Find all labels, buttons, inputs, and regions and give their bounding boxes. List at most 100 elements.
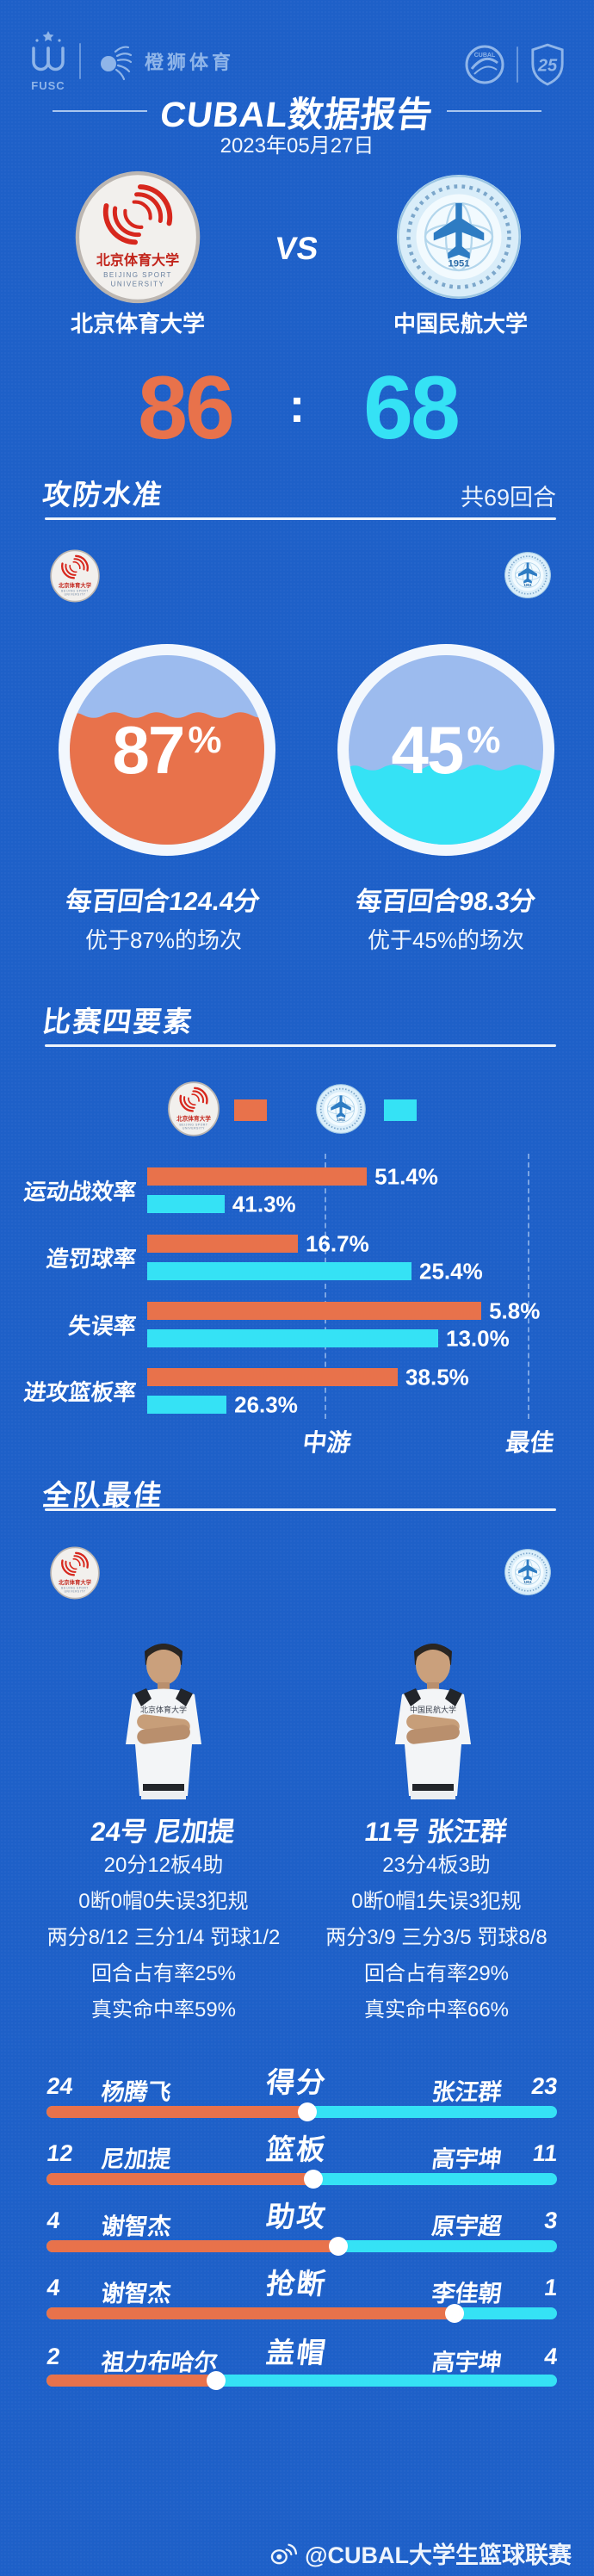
leader-bar-knob [207, 2371, 226, 2390]
away-team-emblem-small [504, 1548, 552, 1596]
away-player-statline: 两分3/9 三分3/5 罚球8/8 [325, 1926, 548, 1949]
factor-track: 5.8% 13.0% [147, 1297, 540, 1351]
home-percentile: 87% [112, 711, 222, 788]
away-bar: 13.0% [147, 1325, 510, 1351]
weibo-icon [269, 2542, 297, 2566]
header-partner-logos: 橙狮体育 [28, 29, 234, 93]
report-title-row: CUBAL数据报告 [0, 85, 594, 137]
legend-away-swatch [384, 1099, 417, 1121]
gridline-mid [325, 1154, 326, 1419]
wave-edge [70, 712, 264, 721]
legend-home-emblem [167, 1081, 220, 1136]
gridline-best [528, 1154, 529, 1419]
leader-bar-home-fill [46, 2170, 323, 2189]
leader-away: 高宇坤 11 [430, 2140, 560, 2172]
axis-label-best: 最佳 [504, 1429, 556, 1456]
factor-row: 进攻篮板率 38.5% 26.3% [0, 1364, 594, 1417]
weibo-handle: @CUBAL大学生篮球联赛 [305, 2542, 572, 2568]
away-team-emblem [394, 172, 523, 301]
factor-row: 失误率 5.8% 13.0% [0, 1297, 594, 1351]
section-title-team-best: 全队最佳 [40, 1479, 165, 1511]
section-rule [45, 517, 556, 520]
home-bar-value: 16.7% [305, 1230, 369, 1256]
gauge-ring: 45% [337, 644, 554, 856]
away-bar-value: 13.0% [446, 1325, 510, 1351]
home-better-than: 优于87%的场次 [84, 927, 243, 953]
leader-away: 原宇超 3 [430, 2208, 560, 2239]
gauge-body: 45% [349, 655, 543, 845]
leader-bar-knob [298, 2102, 318, 2121]
leader-away: 高宇坤 4 [430, 2344, 560, 2375]
cubal-logo-icon [464, 44, 505, 85]
home-player-statline: 0断0帽0失误3犯规 [78, 1890, 249, 1913]
lion-sponsor-icon [92, 40, 133, 82]
away-player-statline: 0断0帽1失误3犯规 [351, 1890, 522, 1913]
away-bar-value: 26.3% [234, 1391, 298, 1417]
home-bar: 5.8% [147, 1297, 540, 1323]
away-bar: 26.3% [147, 1391, 298, 1417]
away-team-name: 中国民航大学 [393, 311, 528, 337]
leader-bar [46, 2237, 557, 2256]
home-player-statline: 20分12板4助 [103, 1854, 224, 1877]
section-rule [45, 1508, 556, 1511]
away-score: 68 [363, 358, 461, 458]
header-divider [79, 43, 81, 79]
leader-home: 2 祖力布哈尔 [45, 2344, 220, 2375]
leader-home: 12 尼加提 [45, 2140, 173, 2172]
leader-bar [46, 2304, 557, 2323]
leader-home: 4 谢智杰 [45, 2275, 173, 2307]
section-title-four-factors: 比赛四要素 [40, 1006, 195, 1037]
away-water-fill [349, 765, 543, 845]
gauge-body: 87% [70, 655, 264, 845]
home-bar-value: 5.8% [489, 1297, 541, 1323]
fusc-logo-icon [28, 29, 68, 93]
leader-bar-knob [328, 2237, 348, 2256]
legend-away-emblem [315, 1083, 367, 1135]
leader-bar-knob [445, 2304, 465, 2323]
away-player-statline: 真实命中率66% [363, 1998, 510, 2022]
home-bar: 38.5% [147, 1364, 469, 1390]
leader-home: 24 杨腾飞 [45, 2073, 173, 2105]
away-better-than: 优于45%的场次 [367, 927, 525, 953]
leader-bar [46, 2371, 557, 2390]
home-player-statline: 回合占有率25% [90, 1962, 237, 1985]
home-player-statline: 真实命中率59% [90, 1998, 237, 2022]
factor-track: 51.4% 41.3% [147, 1163, 529, 1217]
report-date: 2023年05月27日 [220, 134, 374, 158]
away-points-per-100: 每百回合98.3分 [354, 888, 537, 916]
wave-edge [349, 765, 543, 774]
home-bar-value: 51.4% [374, 1163, 438, 1189]
home-team-emblem-small [50, 549, 100, 603]
leader-bar-home-fill [46, 2371, 226, 2390]
leader-bar [46, 2102, 557, 2121]
factor-label: 运动战效率 [22, 1179, 138, 1204]
legend-home-swatch [234, 1099, 267, 1121]
away-team-emblem-small [504, 551, 552, 599]
sponsor-name: 橙狮体育 [145, 52, 235, 73]
home-water-fill [70, 712, 264, 845]
away-bar-value: 41.3% [232, 1191, 296, 1217]
total-rounds: 共69回合 [460, 485, 556, 511]
title-line-right [447, 110, 542, 112]
away-rating-gauge: 45% [337, 644, 554, 856]
leader-bar-home-fill [46, 2304, 465, 2323]
section-rule [45, 1044, 556, 1047]
away-bar: 41.3% [147, 1191, 296, 1217]
four-factors-chart: 运动战效率 51.4% 41.3% 造罚球率 16.7% 25.4% 失误率 5… [0, 1154, 594, 1457]
home-rating-gauge: 87% [59, 644, 275, 856]
home-bar: 51.4% [147, 1163, 438, 1189]
footer-credit: @CUBAL大学生篮球联赛 [269, 2536, 572, 2570]
home-team-emblem-small [50, 1546, 100, 1600]
leader-bar [46, 2170, 557, 2189]
away-percentile: 45% [391, 711, 501, 788]
header-divider [517, 46, 518, 83]
axis-label-mid: 中游 [300, 1429, 353, 1456]
factor-label: 失误率 [66, 1313, 138, 1339]
away-bar-value: 25.4% [418, 1258, 483, 1284]
section-title-attack-defense: 攻防水准 [40, 479, 165, 511]
home-bar: 16.7% [147, 1230, 369, 1256]
home-team-name: 北京体育大学 [70, 311, 205, 337]
away-bar: 25.4% [147, 1258, 483, 1284]
svg-text:中国民航大学: 中国民航大学 [410, 1705, 456, 1714]
